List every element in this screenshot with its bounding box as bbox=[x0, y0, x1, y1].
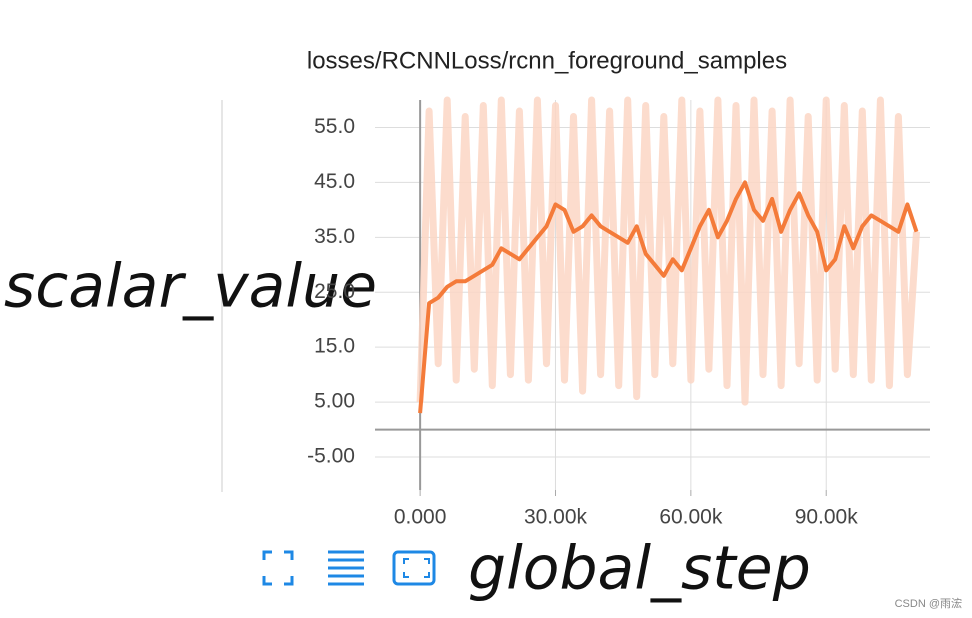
annotation: scalar_value bbox=[4, 252, 377, 322]
y-tick-label: 45.0 bbox=[314, 170, 355, 193]
line bbox=[416, 96, 920, 406]
x-tick-label: 60.00k bbox=[659, 506, 723, 529]
y-tick-label: -5.00 bbox=[307, 445, 355, 468]
y-tick-label: 15.0 bbox=[314, 335, 355, 358]
watermark: CSDN @雨浤 bbox=[895, 596, 962, 610]
fit-icon[interactable] bbox=[392, 550, 436, 586]
y-tick-label: 55.0 bbox=[314, 115, 355, 138]
toolbar bbox=[262, 550, 436, 586]
y-tick-label: 25.0 bbox=[314, 280, 355, 303]
line bbox=[418, 180, 919, 414]
plot-area bbox=[375, 96, 930, 496]
fit-icon-inner bbox=[403, 558, 430, 578]
y-tick-label: 5.00 bbox=[314, 390, 355, 413]
chart-title: losses/RCNNLoss/rcnn_foreground_samples bbox=[307, 47, 787, 74]
x-tick-label: 30.00k bbox=[524, 506, 588, 529]
x-tick-label: 90.00k bbox=[795, 506, 859, 529]
menu-icon[interactable] bbox=[328, 550, 364, 586]
annotation: global_step bbox=[468, 534, 811, 604]
fullscreen-icon[interactable] bbox=[262, 550, 294, 586]
x-tick-label: 0.000 bbox=[394, 506, 447, 529]
y-tick-label: 35.0 bbox=[314, 225, 355, 248]
